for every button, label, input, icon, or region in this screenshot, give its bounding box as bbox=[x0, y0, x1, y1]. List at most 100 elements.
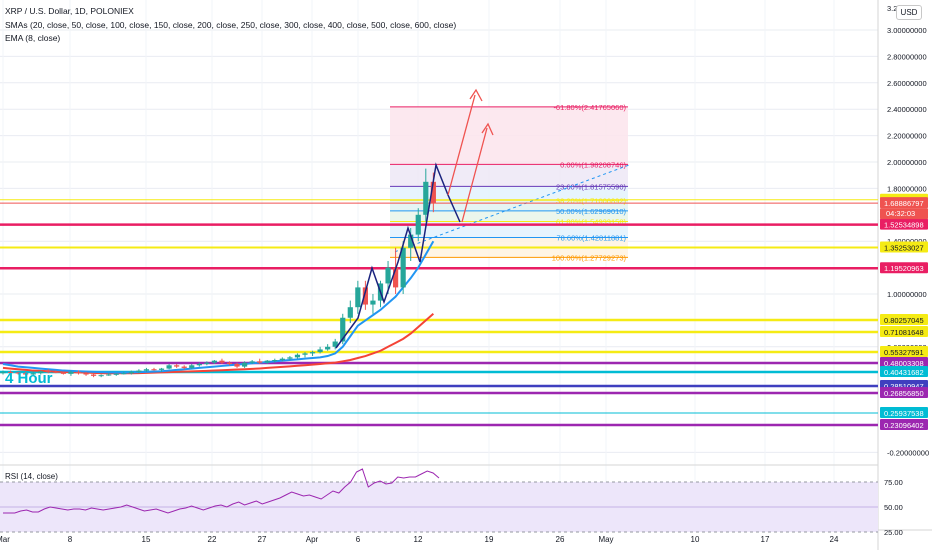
time-axis[interactable]: Mar 8 15 22 27 Apr 6 12 19 26 May 10 17 24 bbox=[0, 535, 839, 544]
candle-body bbox=[309, 352, 316, 354]
candle-body bbox=[158, 368, 165, 370]
candle-body bbox=[0, 371, 6, 374]
candle-body bbox=[181, 366, 187, 368]
candle-body bbox=[30, 373, 36, 375]
projection-arrow bbox=[447, 94, 476, 196]
price-badge bbox=[880, 326, 928, 337]
candle-body bbox=[83, 373, 89, 375]
candle-body bbox=[226, 362, 233, 364]
candle-body bbox=[242, 362, 248, 367]
arrow-head bbox=[469, 88, 483, 102]
currency-badge[interactable]: USD bbox=[896, 5, 922, 20]
price-badge-label: 0.28510947 bbox=[884, 382, 924, 391]
projection-arrow bbox=[461, 127, 488, 223]
countdown-badge bbox=[880, 208, 928, 220]
price-badge bbox=[880, 241, 928, 253]
candle-body bbox=[340, 317, 346, 342]
rsi-line bbox=[3, 468, 440, 514]
time-tick-label: 26 bbox=[556, 535, 565, 544]
price-badge bbox=[880, 262, 928, 274]
timeframe-label: 4 Hour bbox=[5, 370, 53, 387]
price-badge bbox=[880, 419, 928, 430]
zigzag-pattern bbox=[335, 162, 461, 349]
candle-body bbox=[347, 307, 353, 318]
sma-indicator-label[interactable]: SMAs (20, close, 50, close, 100, close, … bbox=[5, 20, 457, 30]
candle-body bbox=[332, 341, 338, 347]
time-tick-label: 12 bbox=[414, 535, 423, 544]
rsi-pane[interactable]: 75.00 50.00 25.00 bbox=[0, 468, 903, 537]
time-tick-label: 27 bbox=[258, 535, 267, 544]
fib-zone bbox=[390, 164, 628, 187]
price-badge-label: 0.23096402 bbox=[884, 421, 924, 430]
candle-body bbox=[113, 373, 119, 375]
candle-body bbox=[317, 349, 323, 353]
candle-body bbox=[423, 181, 429, 215]
arrow-head bbox=[481, 122, 494, 136]
candle-body bbox=[143, 369, 150, 371]
fib-level-label: 50.00%(1.62969010) bbox=[556, 207, 627, 216]
sma-line bbox=[2, 313, 435, 375]
price-badge-label: 1.19520963 bbox=[884, 264, 924, 273]
candle-body bbox=[75, 371, 82, 374]
price-tick-label: 1.80000000 bbox=[887, 184, 927, 193]
candle-body bbox=[204, 362, 210, 364]
price-tick-label: -0.20000000 bbox=[887, 448, 929, 457]
fib-level-label: 0.00%(1.98208746) bbox=[560, 160, 626, 169]
time-tick-label: 8 bbox=[68, 535, 73, 544]
candle-body bbox=[393, 267, 399, 288]
price-badge-label: 1.52534898 bbox=[884, 221, 924, 230]
candle-body bbox=[287, 357, 293, 359]
horizontal-price-lines[interactable] bbox=[0, 199, 878, 427]
price-badge bbox=[880, 407, 928, 418]
candle-body bbox=[45, 371, 51, 373]
candle-body bbox=[189, 365, 195, 368]
price-tick-label: 2.80000000 bbox=[887, 52, 927, 61]
candle-body bbox=[38, 371, 44, 374]
ema-indicator-label[interactable]: EMA (8, close) bbox=[5, 33, 61, 43]
candle-body bbox=[430, 181, 436, 203]
time-tick-label: May bbox=[598, 535, 613, 544]
trend-drawings[interactable] bbox=[335, 88, 494, 349]
price-badge-label: 0.26856850 bbox=[884, 389, 924, 398]
candle-body bbox=[325, 346, 331, 350]
price-badge-label: 0.25937538 bbox=[884, 409, 924, 418]
price-badge-label: 1.35253027 bbox=[884, 243, 924, 252]
candle-body bbox=[128, 371, 134, 374]
time-tick-label: 24 bbox=[830, 535, 839, 544]
price-tick-label: 1.00000000 bbox=[887, 290, 927, 299]
price-tick-label: 3.00000000 bbox=[887, 26, 927, 35]
time-tick-label: Mar bbox=[0, 535, 10, 544]
candle-body bbox=[370, 300, 376, 305]
price-badge bbox=[880, 387, 928, 398]
candle-body bbox=[174, 365, 180, 367]
candle-body bbox=[234, 363, 240, 367]
fibonacci-retracement[interactable]: -61.80%(2.41765060) 0.00%(1.98208746) 23.6… bbox=[390, 103, 631, 263]
time-tick-label: 10 bbox=[691, 535, 700, 544]
price-badge bbox=[880, 218, 928, 230]
candle-body bbox=[23, 373, 29, 375]
price-badge-label: 0.40431682 bbox=[884, 368, 924, 377]
price-axis[interactable]: 3.2 3.00000000 2.80000000 2.60000000 2.40000… bbox=[880, 4, 929, 457]
candle-body bbox=[219, 360, 225, 363]
candle-body bbox=[91, 374, 97, 376]
price-badge-label: 0.80257045 bbox=[884, 316, 924, 325]
price-tick-label: 2.20000000 bbox=[887, 132, 927, 141]
candle-body bbox=[362, 287, 368, 305]
candlesticks bbox=[0, 168, 436, 378]
fib-level-label: 100.00%(1.27729273) bbox=[552, 253, 627, 262]
candle-body bbox=[196, 363, 202, 366]
candle-body bbox=[211, 360, 217, 363]
price-tick-label: 2.60000000 bbox=[887, 79, 927, 88]
price-badge-label: 1.68886797 bbox=[884, 199, 924, 208]
candle-body bbox=[385, 267, 391, 284]
candle-body bbox=[98, 375, 104, 377]
time-tick-label: 15 bbox=[142, 535, 151, 544]
price-badge bbox=[880, 197, 928, 209]
candle-body bbox=[272, 360, 278, 361]
price-badge bbox=[880, 314, 928, 325]
fib-zone bbox=[390, 106, 628, 165]
rsi-tick-label: 50.00 bbox=[884, 503, 903, 512]
time-tick-label: 22 bbox=[208, 535, 217, 544]
rsi-indicator-label[interactable]: RSI (14, close) bbox=[5, 472, 58, 481]
